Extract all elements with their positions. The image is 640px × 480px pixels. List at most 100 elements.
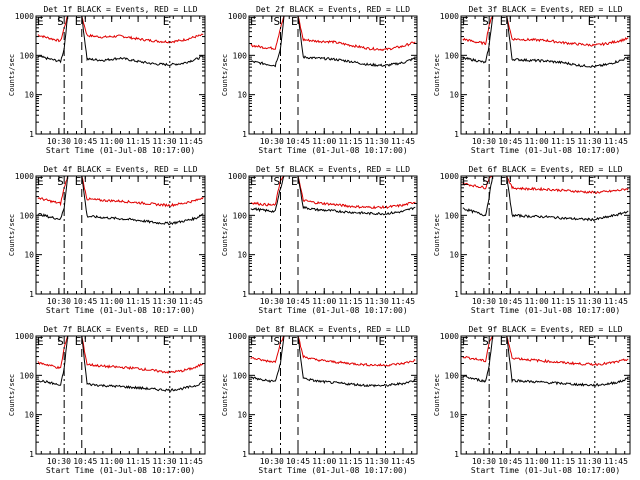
plot-frame: [460, 175, 631, 295]
lld-series-line: [37, 16, 204, 44]
chart-title: Det 4f BLACK = Events, RED = LLD: [43, 165, 197, 174]
x-axis-label: Start Time (01-Jul-08 10:17:00): [46, 306, 195, 315]
event-marker-label: E: [462, 15, 469, 28]
x-axis-label: Start Time (01-Jul-08 10:17:00): [471, 146, 620, 155]
x-tick-label: 11:00: [525, 137, 549, 146]
event-marker-label: S: [482, 335, 489, 348]
x-tick-label: 11:15: [551, 457, 575, 466]
x-tick-label: 11:45: [179, 137, 203, 146]
lld-series-line: [37, 176, 204, 208]
x-tick-label: 11:45: [391, 457, 415, 466]
x-tick-label: 11:30: [577, 297, 601, 306]
event-marker-label: E: [379, 15, 386, 28]
event-marker-label: E: [250, 175, 257, 188]
x-tick-label: 11:15: [126, 297, 150, 306]
x-tick-label: 11:30: [365, 457, 389, 466]
x-axis-label: Start Time (01-Jul-08 10:17:00): [471, 306, 620, 315]
x-axis-label: Start Time (01-Jul-08 10:17:00): [471, 466, 620, 475]
y-tick-label: 1: [454, 290, 459, 299]
event-marker-label: E: [291, 175, 298, 188]
x-tick-label: 10:45: [73, 457, 97, 466]
x-tick-label: 10:30: [472, 137, 496, 146]
y-axis-label: Counts/sec: [8, 54, 16, 96]
event-marker-label: S: [274, 175, 281, 188]
x-tick-label: 10:30: [472, 457, 496, 466]
x-tick-label: 11:45: [179, 457, 203, 466]
x-tick-label: 11:45: [604, 137, 628, 146]
x-tick-label: 11:15: [338, 297, 362, 306]
y-tick-label: 100: [445, 371, 460, 380]
x-tick-label: 10:30: [472, 297, 496, 306]
chart-title: Det 2f BLACK = Events, RED = LLD: [256, 5, 410, 14]
events-series-line: [37, 16, 204, 67]
x-tick-label: 11:45: [179, 297, 203, 306]
event-marker-label: S: [274, 335, 281, 348]
lld-series-line: [462, 176, 629, 195]
y-axis-label: Counts/sec: [221, 374, 229, 416]
plot-frame: [248, 335, 418, 455]
chart-title: Det 6f BLACK = Events, RED = LLD: [468, 165, 622, 174]
x-tick-label: 11:00: [100, 297, 124, 306]
event-marker-label: S: [482, 175, 489, 188]
x-tick-label: 10:45: [73, 297, 97, 306]
x-tick-label: 10:30: [47, 457, 71, 466]
y-axis-label: Counts/sec: [433, 214, 441, 256]
x-tick-label: 11:30: [577, 457, 601, 466]
event-marker-label: E: [588, 15, 595, 28]
x-tick-label: 11:30: [152, 457, 176, 466]
y-tick-label: 10: [237, 411, 247, 420]
events-series-line: [37, 176, 204, 226]
x-tick-label: 11:00: [312, 297, 336, 306]
x-tick-label: 11:45: [604, 457, 628, 466]
y-tick-label: 1: [29, 130, 34, 139]
y-axis-label: Counts/sec: [8, 374, 16, 416]
x-tick-label: 10:30: [47, 297, 71, 306]
chart-title: Det 8f BLACK = Events, RED = LLD: [256, 325, 410, 334]
y-tick-label: 100: [20, 211, 35, 220]
y-tick-label: 1000: [440, 12, 459, 21]
y-tick-label: 1000: [440, 172, 459, 181]
plot-frame: [35, 335, 206, 455]
event-marker-label: E: [37, 335, 44, 348]
x-axis-label: Start Time (01-Jul-08 10:17:00): [258, 146, 407, 155]
x-tick-label: 10:45: [498, 457, 522, 466]
x-tick-label: 11:30: [365, 137, 389, 146]
event-marker-label: E: [163, 175, 170, 188]
x-tick-label: 11:45: [391, 137, 415, 146]
x-tick-label: 10:30: [260, 137, 284, 146]
y-tick-label: 100: [233, 371, 248, 380]
y-tick-label: 10: [24, 411, 34, 420]
event-marker-label: S: [57, 15, 64, 28]
y-axis-label: Counts/sec: [433, 374, 441, 416]
chart-title: Det 7f BLACK = Events, RED = LLD: [43, 325, 197, 334]
x-tick-label: 11:00: [312, 457, 336, 466]
plot-frame: [248, 15, 418, 135]
x-axis-label: Start Time (01-Jul-08 10:17:00): [258, 466, 407, 475]
events-series-line: [462, 336, 629, 387]
x-tick-label: 11:45: [604, 297, 628, 306]
y-tick-label: 100: [20, 51, 35, 60]
x-tick-label: 11:15: [126, 137, 150, 146]
event-marker-label: E: [75, 175, 82, 188]
y-tick-label: 1: [454, 450, 459, 459]
y-tick-label: 10: [237, 251, 247, 260]
event-marker-label: E: [379, 335, 386, 348]
event-marker-label: E: [291, 335, 298, 348]
event-marker-label: E: [588, 175, 595, 188]
event-marker-label: E: [500, 335, 507, 348]
events-series-line: [462, 176, 629, 222]
y-tick-label: 10: [449, 251, 459, 260]
event-marker-label: E: [75, 335, 82, 348]
chart-title: Det 9f BLACK = Events, RED = LLD: [468, 325, 622, 334]
y-tick-label: 1000: [15, 12, 34, 21]
x-tick-label: 10:45: [286, 457, 310, 466]
x-tick-label: 11:30: [365, 297, 389, 306]
x-tick-label: 10:30: [260, 457, 284, 466]
